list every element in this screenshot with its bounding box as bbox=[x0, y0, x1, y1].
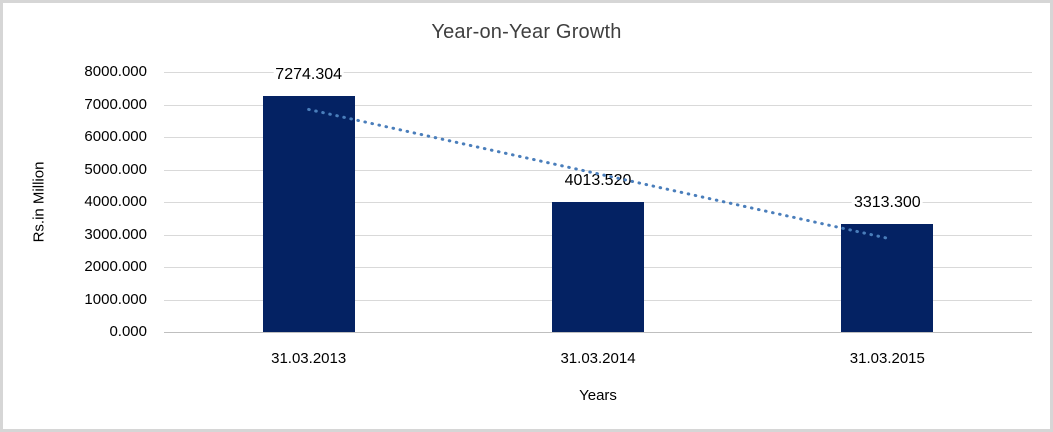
bar-31.03.2014[interactable] bbox=[552, 201, 644, 332]
y-tick-label: 0.000 bbox=[109, 323, 147, 340]
x-tick-label: 31.03.2014 bbox=[560, 350, 636, 367]
x-tick-label: 31.03.2015 bbox=[849, 350, 925, 367]
y-tick-label: 2000.000 bbox=[84, 258, 147, 275]
x-axis-title: Years bbox=[579, 387, 617, 404]
y-tick-label: 5000.000 bbox=[84, 160, 147, 178]
chart-title: Year-on-Year Growth bbox=[431, 21, 622, 43]
x-axis-line bbox=[164, 332, 1032, 333]
y-tick-label: 1000.000 bbox=[84, 290, 147, 308]
y-tick-label: 3000.000 bbox=[84, 225, 147, 243]
bar-31.03.2013[interactable] bbox=[262, 95, 355, 332]
data-label: 4013.520 bbox=[562, 171, 634, 190]
y-tick-label: 8000.000 bbox=[84, 63, 147, 80]
data-label: 7274.304 bbox=[273, 65, 345, 84]
y-tick-label: 7000.000 bbox=[84, 95, 147, 113]
x-tick-label: 31.03.2013 bbox=[271, 350, 347, 367]
bar-31.03.2015[interactable] bbox=[841, 224, 934, 332]
gridline bbox=[164, 104, 1032, 106]
trendline bbox=[307, 107, 889, 240]
y-tick-label: 6000.000 bbox=[84, 128, 147, 145]
y-tick-label: 4000.000 bbox=[84, 193, 147, 210]
data-label: 3313.300 bbox=[851, 194, 923, 213]
gridline bbox=[164, 72, 1032, 73]
